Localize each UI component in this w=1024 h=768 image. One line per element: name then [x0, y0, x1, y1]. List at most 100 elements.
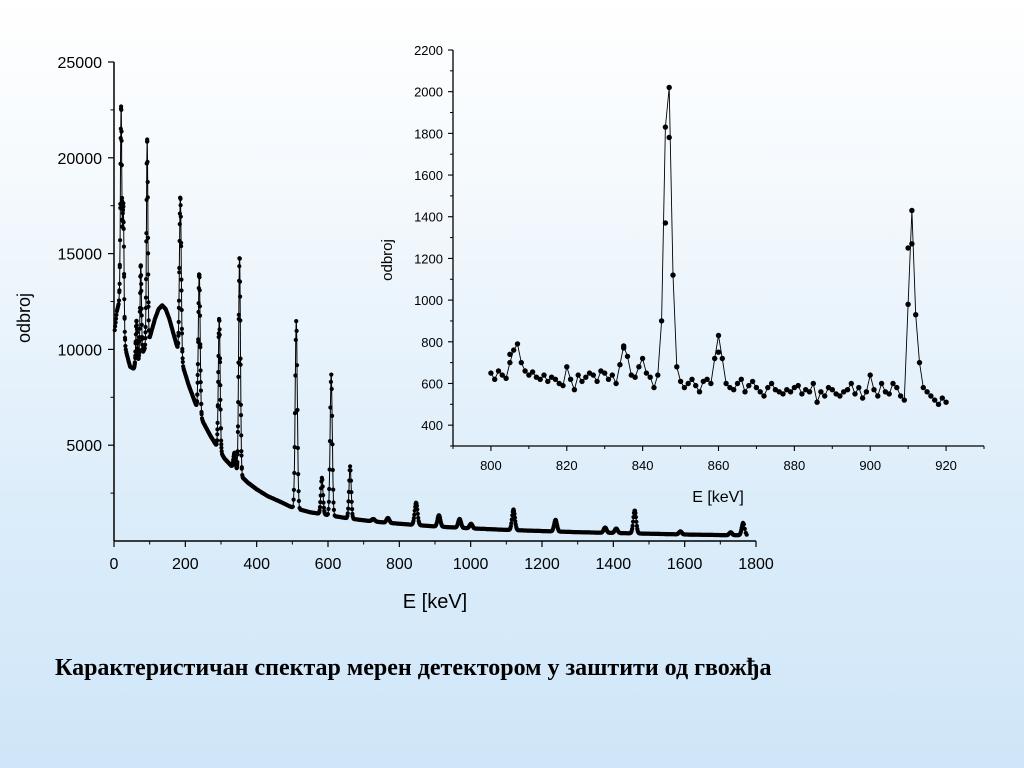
main-data-point — [214, 438, 220, 443]
main-data-point — [631, 519, 636, 524]
inset-y-tick-label: 1400 — [414, 210, 443, 225]
main-data-point — [139, 288, 144, 293]
main-data-point — [143, 336, 148, 341]
main-y-tick-label: 15000 — [58, 247, 103, 264]
inset-data-point — [795, 382, 801, 389]
main-data-point — [139, 281, 144, 287]
inset-data-point — [897, 393, 904, 399]
main-data-point — [634, 519, 639, 524]
inset-data-point — [810, 380, 816, 387]
inset-x-tick-label: 840 — [632, 458, 654, 473]
main-data-point — [296, 489, 301, 494]
inset-data-point — [715, 332, 722, 339]
main-data-point — [145, 235, 151, 240]
main-data-point — [119, 138, 124, 143]
main-data-point — [179, 277, 184, 282]
inset-data-point — [594, 378, 600, 385]
inset-data-point — [765, 384, 771, 391]
inset-y-tick-label: 2000 — [414, 85, 443, 100]
inset-data-point — [890, 380, 896, 387]
main-data-point — [293, 373, 298, 378]
main-data-point — [294, 363, 300, 368]
inset-data-point — [571, 387, 578, 393]
main-data-point — [317, 508, 322, 513]
inset-data-point — [894, 384, 900, 391]
main-data-point — [146, 251, 151, 256]
main-data-point — [194, 399, 200, 404]
main-data-point — [235, 424, 241, 429]
inset-data-point — [647, 374, 653, 380]
inset-data-point — [567, 376, 574, 382]
main-data-point — [179, 307, 184, 313]
inset-data-point — [613, 380, 619, 387]
main-data-point — [346, 499, 351, 504]
main-data-point — [142, 346, 147, 351]
inset-data-point — [932, 397, 938, 403]
main-data-point — [414, 503, 419, 508]
inset-data-point — [529, 369, 536, 375]
main-data-point — [145, 139, 150, 144]
main-data-point — [178, 214, 183, 219]
main-x-axis-label: E [keV] — [403, 591, 467, 613]
main-data-point — [348, 464, 353, 469]
main-data-point — [346, 506, 351, 511]
inset-data-point — [492, 376, 498, 382]
main-x-tick-label: 0 — [110, 556, 119, 573]
main-data-point — [139, 306, 144, 311]
inset-y-tick-label: 1600 — [414, 168, 443, 183]
main-data-point — [415, 511, 420, 516]
main-spectrum-chart: 0 200 400 600 800 1000 1200 1400 1600 1800 5000 100… — [14, 55, 774, 613]
inset-data-point — [723, 380, 729, 387]
main-data-point — [292, 445, 297, 450]
main-data-point — [238, 318, 243, 323]
main-data-point — [331, 500, 336, 505]
inset-data-point — [863, 389, 870, 395]
main-data-point — [117, 262, 122, 267]
main-data-point — [139, 322, 144, 327]
inset-data-point — [806, 389, 813, 395]
inset-data-point — [488, 370, 494, 376]
main-data-point — [320, 484, 325, 489]
inset-data-point — [749, 378, 756, 385]
main-data-point — [143, 330, 148, 335]
inset-data-point — [768, 380, 775, 387]
inset-data-point — [916, 359, 923, 366]
inset-data-point — [674, 364, 680, 370]
inset-y-tick-label: 600 — [421, 376, 443, 391]
main-data-point — [199, 412, 204, 417]
inset-y-tick-label: 800 — [421, 335, 443, 350]
main-spectrum-markers — [112, 104, 749, 538]
main-data-point — [331, 487, 336, 492]
inset-data-point — [708, 380, 714, 387]
main-data-point — [176, 330, 181, 335]
main-data-point — [349, 499, 354, 504]
main-data-point — [123, 343, 128, 349]
inset-data-point — [935, 401, 942, 407]
main-data-point — [198, 368, 203, 373]
main-data-point — [143, 324, 148, 330]
inset-data-point — [867, 372, 873, 378]
inset-data-point — [901, 397, 907, 403]
main-data-point — [237, 264, 242, 269]
inset-spectrum-chart: 800 820 840 860 880 900 920 400 600 800 1000 1200 14… — [379, 43, 985, 506]
inset-data-point — [712, 355, 718, 362]
main-data-point — [219, 442, 224, 447]
main-x-tick-label: 1600 — [667, 556, 703, 573]
main-data-point — [119, 163, 124, 168]
main-data-point — [119, 129, 124, 134]
main-x-tick-label: 600 — [315, 556, 342, 573]
inset-data-point — [677, 378, 684, 385]
main-data-point — [176, 298, 182, 303]
inset-data-point — [913, 312, 919, 318]
main-x-tick-label: 200 — [172, 556, 199, 573]
main-data-point — [236, 312, 241, 317]
inset-data-point — [575, 372, 581, 378]
inset-data-point — [780, 391, 786, 397]
inset-data-point — [499, 372, 505, 378]
main-data-point — [349, 490, 354, 495]
inset-data-point — [666, 134, 672, 141]
main-data-point — [140, 336, 145, 342]
main-data-point — [235, 449, 240, 454]
main-data-point — [144, 277, 149, 282]
main-data-point — [296, 498, 301, 504]
